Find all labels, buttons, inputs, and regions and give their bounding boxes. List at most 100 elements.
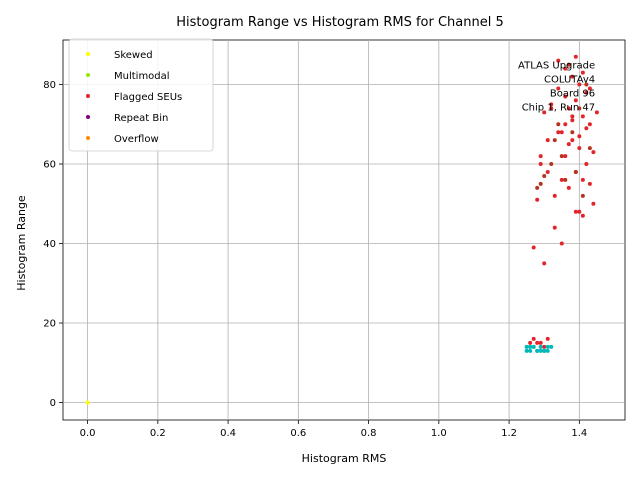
- data-point: [577, 106, 582, 111]
- data-point: [580, 177, 585, 182]
- data-point: [538, 344, 543, 349]
- data-point: [559, 241, 564, 246]
- data-point: [584, 82, 589, 87]
- x-tick-label: 0.6: [290, 428, 306, 439]
- data-point: [563, 154, 568, 159]
- data-point: [591, 201, 596, 206]
- data-point: [580, 114, 585, 119]
- data-point: [566, 62, 571, 67]
- data-point: [538, 348, 543, 353]
- data-point: [570, 118, 575, 123]
- data-point: [566, 185, 571, 190]
- data-point: [545, 169, 550, 174]
- legend-label: Multimodal: [114, 71, 170, 82]
- data-point: [556, 130, 561, 135]
- data-point: [594, 110, 599, 115]
- data-point: [545, 348, 550, 353]
- data-point: [552, 138, 557, 143]
- x-tick-label: 0.0: [80, 428, 96, 439]
- legend-marker: [86, 73, 90, 77]
- data-point: [549, 106, 554, 111]
- data-point: [573, 54, 578, 59]
- data-point: [531, 344, 536, 349]
- data-point: [580, 193, 585, 198]
- legend-box: [68, 38, 214, 152]
- data-point: [556, 58, 561, 63]
- data-point: [563, 66, 568, 71]
- legend-label: Overflow: [114, 134, 159, 145]
- data-point: [556, 86, 561, 91]
- data-point: [584, 90, 589, 95]
- data-point: [587, 122, 592, 127]
- chart-title: Histogram Range vs Histogram RMS for Cha…: [176, 15, 504, 30]
- y-tick-label: 20: [43, 319, 56, 330]
- annotation: ATLAS Upgrade COLUTAv4 Board 96 Chip 1, Run…: [518, 61, 595, 114]
- data-point: [587, 181, 592, 186]
- x-axis: 0.0 0.2 0.4 0.6 0.8 1.0 1.2 1.4: [80, 420, 587, 439]
- annotation-line: Board 96: [550, 89, 595, 100]
- data-point: [559, 130, 564, 135]
- data-point: [545, 344, 550, 349]
- legend-marker: [86, 136, 90, 140]
- data-point: [591, 150, 596, 155]
- legend: Skewed Multimodal Flagged SEUs Repeat Bin Ov…: [68, 38, 214, 152]
- data-point: [542, 348, 547, 353]
- data-point: [570, 74, 575, 79]
- data-point: [556, 122, 561, 127]
- data-point: [552, 193, 557, 198]
- data-point: [542, 344, 547, 349]
- data-point: [531, 245, 536, 250]
- y-tick-label: 60: [43, 160, 56, 171]
- data-point: [584, 126, 589, 131]
- legend-label: Flagged SEUs: [114, 92, 182, 103]
- data-point: [563, 94, 568, 99]
- data-point: [573, 169, 578, 174]
- data-point: [587, 86, 592, 91]
- data-point: [563, 122, 568, 127]
- data-point: [549, 102, 554, 107]
- data-point: [566, 106, 571, 111]
- legend-marker: [86, 94, 90, 98]
- data-point: [573, 209, 578, 214]
- data-point: [528, 340, 533, 345]
- y-tick-label: 40: [43, 239, 56, 250]
- data-point: [577, 146, 582, 151]
- data-point: [531, 336, 536, 341]
- data-point: [538, 162, 543, 167]
- x-axis-label: Histogram RMS: [302, 452, 387, 465]
- data-point: [580, 70, 585, 75]
- legend-label: Repeat Bin: [114, 113, 168, 124]
- annotation-line: COLUTAv4: [544, 75, 595, 86]
- data-point: [570, 130, 575, 135]
- data-point: [528, 348, 533, 353]
- annotation-line: ATLAS Upgrade: [518, 61, 595, 72]
- x-tick-label: 0.8: [361, 428, 377, 439]
- data-point: [535, 185, 540, 190]
- data-point: [545, 138, 550, 143]
- data-point: [524, 344, 529, 349]
- data-point: [577, 134, 582, 139]
- data-point: [542, 110, 547, 115]
- data-point: [549, 162, 554, 167]
- legend-label: Skewed: [114, 50, 153, 61]
- y-axis-label: Histogram Range: [15, 195, 28, 291]
- data-point: [584, 162, 589, 167]
- data-point: [535, 340, 540, 345]
- data-point: [570, 114, 575, 119]
- y-tick-label: 80: [43, 80, 56, 91]
- y-tick-label: 0: [50, 398, 56, 409]
- data-point: [559, 154, 564, 159]
- data-point: [545, 336, 550, 341]
- plot-frame: [62, 39, 626, 421]
- data-point: [573, 98, 578, 103]
- data-point: [563, 177, 568, 182]
- data-point: [559, 177, 564, 182]
- data-point: [587, 146, 592, 151]
- data-point: [535, 197, 540, 202]
- data-point: [577, 209, 582, 214]
- data-point: [538, 181, 543, 186]
- data-points: [85, 54, 599, 405]
- x-tick-label: 0.4: [220, 428, 236, 439]
- data-point: [549, 344, 554, 349]
